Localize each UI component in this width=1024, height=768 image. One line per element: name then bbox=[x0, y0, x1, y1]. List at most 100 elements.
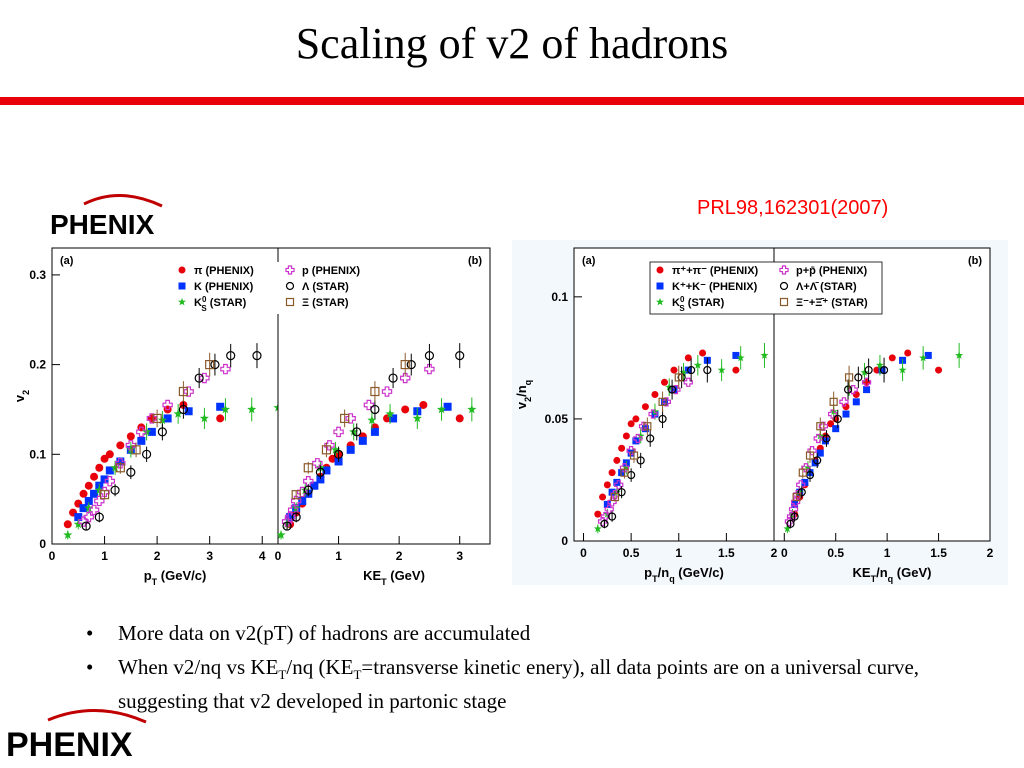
legend-label: π (PHENIX) bbox=[194, 265, 254, 277]
x-axis-label-part: (GeV) bbox=[893, 565, 931, 580]
data-point bbox=[875, 361, 884, 369]
data-point bbox=[437, 404, 447, 414]
data-point bbox=[648, 409, 658, 419]
data-point bbox=[732, 351, 740, 359]
legend-label-sub: S bbox=[201, 304, 207, 313]
legend-box bbox=[172, 262, 382, 314]
data-point bbox=[467, 404, 477, 414]
phenix-logo-bottom: PHENIX bbox=[6, 706, 186, 764]
y-axis-label-script: 2 bbox=[21, 390, 31, 395]
data-point bbox=[322, 466, 331, 475]
data-point bbox=[63, 530, 73, 539]
data-point bbox=[81, 521, 91, 531]
data-point bbox=[643, 422, 652, 431]
data-point bbox=[284, 511, 296, 523]
bullet-item: • More data on v2(pT) of hadrons are acc… bbox=[86, 620, 966, 646]
data-point bbox=[173, 409, 183, 418]
data-point bbox=[736, 353, 745, 362]
legend-label-part: K bbox=[672, 297, 680, 309]
bullet-dot: • bbox=[86, 655, 94, 679]
data-point bbox=[199, 413, 209, 423]
bullet-text-sub: T bbox=[278, 667, 287, 683]
data-point bbox=[406, 360, 416, 370]
data-point bbox=[656, 266, 664, 274]
data-point bbox=[90, 489, 99, 498]
data-point bbox=[600, 511, 611, 522]
x-tick-label: 0 bbox=[781, 546, 788, 560]
data-point bbox=[285, 297, 295, 307]
logo-text: PHENIX bbox=[6, 726, 133, 764]
data-point bbox=[608, 469, 616, 477]
data-point bbox=[684, 366, 692, 374]
data-point bbox=[316, 475, 325, 484]
bullet-text-part: When v2/nq vs KE bbox=[118, 655, 279, 679]
data-point bbox=[660, 378, 668, 386]
data-point bbox=[321, 445, 332, 455]
legend-label-part: (STAR) bbox=[207, 297, 247, 309]
legend-label: K0 S (STAR) bbox=[194, 295, 247, 313]
legend-label: K (PHENIX) bbox=[194, 281, 254, 293]
legend-label: p (PHENIX) bbox=[302, 265, 360, 277]
data-point bbox=[651, 391, 659, 398]
data-point bbox=[607, 512, 617, 521]
x-tick-label: 1.5 bbox=[930, 546, 947, 560]
data-point bbox=[829, 397, 838, 406]
legend-label: π⁺+π⁻ (PHENIX) bbox=[672, 265, 759, 277]
legend-label: K⁺+K⁻ (PHENIX) bbox=[672, 281, 758, 293]
x-axis-label-part: /n bbox=[658, 565, 670, 580]
data-point bbox=[315, 467, 325, 477]
data-point bbox=[340, 413, 350, 424]
data-point bbox=[455, 351, 465, 361]
data-point bbox=[842, 403, 850, 411]
data-point bbox=[798, 468, 807, 477]
data-point bbox=[779, 265, 789, 275]
data-point bbox=[252, 351, 262, 361]
data-point bbox=[632, 415, 640, 423]
data-point bbox=[610, 492, 620, 502]
data-point bbox=[693, 361, 702, 369]
data-point bbox=[646, 434, 655, 443]
data-point bbox=[904, 349, 912, 357]
data-point bbox=[157, 415, 167, 425]
x-tick-label: 2 bbox=[154, 549, 161, 563]
data-point bbox=[618, 469, 626, 477]
data-point bbox=[152, 413, 162, 424]
data-point bbox=[424, 363, 435, 375]
bullet-text: When v2/nq vs KET/nq (KET=transverse kin… bbox=[118, 655, 919, 713]
data-point bbox=[636, 431, 645, 440]
x-tick-label: 4 bbox=[259, 549, 266, 563]
x-axis-label-script: q bbox=[669, 574, 675, 584]
x-axis-label: KET/nq (GeV) bbox=[853, 565, 932, 584]
data-point bbox=[898, 365, 907, 374]
data-point bbox=[95, 463, 104, 472]
data-point bbox=[126, 467, 136, 477]
x-tick-label: 0 bbox=[275, 549, 282, 563]
data-point bbox=[147, 414, 156, 423]
data-point bbox=[310, 481, 319, 490]
legend-label: Λ+Λ̄ (STAR) bbox=[796, 281, 857, 293]
data-point bbox=[419, 400, 428, 409]
data-point bbox=[864, 365, 873, 375]
data-point bbox=[844, 373, 854, 382]
x-axis-label-part: (GeV/c) bbox=[675, 565, 724, 580]
data-point bbox=[178, 282, 186, 290]
data-point bbox=[843, 385, 853, 394]
data-point bbox=[126, 432, 135, 441]
data-point bbox=[370, 427, 379, 436]
x-tick-label: 1.5 bbox=[718, 546, 735, 560]
data-point bbox=[183, 386, 194, 397]
data-point bbox=[658, 397, 667, 406]
data-point bbox=[333, 449, 344, 459]
data-point bbox=[878, 366, 886, 374]
x-axis-label: pT (GeV/c) bbox=[144, 568, 207, 587]
bullet-text-sub: T bbox=[353, 667, 362, 683]
data-point bbox=[603, 481, 611, 489]
data-point bbox=[400, 372, 411, 384]
legend-label-part: K bbox=[194, 297, 202, 309]
data-point bbox=[216, 414, 225, 423]
data-point bbox=[115, 458, 126, 469]
data-point bbox=[163, 414, 172, 423]
x-axis-label-script: T bbox=[652, 574, 658, 584]
legend-label-sup: 0 bbox=[202, 295, 207, 304]
y-tick-label: 0 bbox=[39, 537, 46, 551]
